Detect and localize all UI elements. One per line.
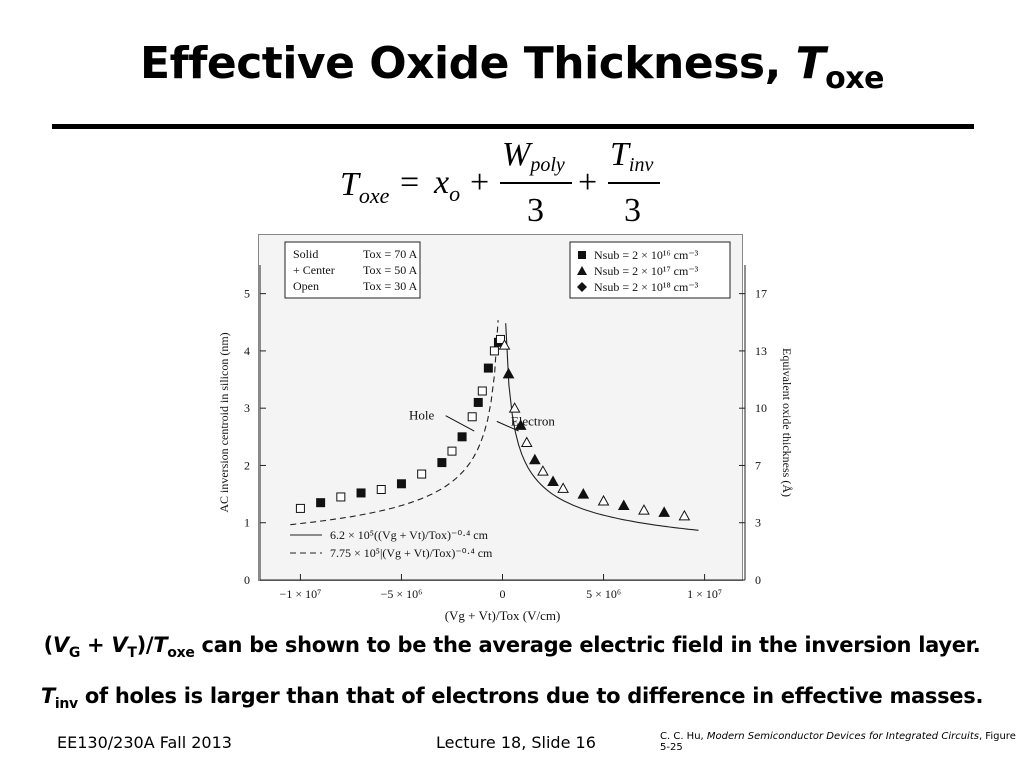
- centroid-chart: −1 × 10⁷ −5 × 10⁶ 0 5 × 10⁶ 1 × 10⁷ 0 1 2 3 4 5 0 3 7…: [217, 241, 794, 623]
- hole-point: [336, 492, 346, 502]
- electron-point: [638, 504, 650, 515]
- electron-point: [528, 453, 541, 465]
- electron-point: [597, 494, 610, 506]
- hole-point: [316, 498, 326, 508]
- hole-point: [477, 386, 487, 396]
- nsub-legend-label: Nsub = 2 × 10¹⁶ cm⁻³: [594, 248, 699, 262]
- y2-tick-label: 7: [755, 458, 761, 472]
- annotation-arrow: [496, 420, 519, 432]
- hole-point: [489, 346, 499, 356]
- y-tick-label: 0: [244, 573, 250, 587]
- eq-lhs: Toxe: [340, 166, 390, 208]
- slide-title: Effective Oxide Thickness, Toxe: [0, 38, 1024, 96]
- y2-axis-label: Equivalent oxide thickness (Å): [780, 348, 794, 497]
- y-tick-label: 5: [244, 287, 250, 301]
- electron-point: [537, 465, 549, 476]
- electron-point: [658, 506, 671, 517]
- y-tick-label: 1: [244, 516, 250, 530]
- electron-point: [617, 499, 630, 511]
- hole-point: [437, 458, 447, 468]
- eq-frac2-numerator: Tinv: [610, 136, 654, 176]
- eq-frac1-bar: [500, 182, 572, 184]
- legend-square-symbol: [578, 251, 586, 259]
- y2-tick-label: 10: [755, 401, 767, 415]
- y-axis-label: AC inversion centroid in silicon (nm): [217, 332, 231, 512]
- x-tick-label: 1 × 10⁷: [687, 587, 722, 601]
- x-tick-label: −1 × 10⁷: [280, 587, 322, 601]
- tox-legend-label: Tox = 70 A: [363, 247, 418, 261]
- nsub-legend-label: Nsub = 2 × 10¹⁸ cm⁻³: [594, 280, 699, 294]
- tox-legend-box: [284, 241, 421, 299]
- footer-course: EE130/230A Fall 2013: [57, 733, 232, 752]
- hole-point: [467, 412, 477, 422]
- hole-point: [396, 479, 406, 489]
- hole-point: [483, 363, 493, 373]
- hole-point: [356, 488, 366, 498]
- hole-point: [295, 503, 305, 513]
- eq-frac1-denominator: 3: [527, 192, 544, 229]
- eq-equals: =: [400, 164, 420, 201]
- electron-point: [514, 419, 527, 430]
- eq-plus-2: +: [578, 164, 598, 201]
- x-tick-label: 5 × 10⁶: [586, 587, 621, 601]
- electron-point: [577, 488, 590, 499]
- tox-legend-marker: + Center: [293, 263, 335, 277]
- title-main-text: Effective Oxide Thickness,: [140, 38, 796, 89]
- electron-point: [508, 402, 521, 413]
- hole-annotation: Hole: [409, 408, 435, 423]
- figure-citation: C. C. Hu, Modern Semiconductor Devices f…: [660, 731, 1016, 753]
- electron-point: [498, 339, 511, 350]
- y2-tick-label: 13: [755, 344, 767, 358]
- electron-annotation: Electron: [511, 413, 556, 428]
- tox-legend-label: Tox = 50 A: [363, 263, 418, 277]
- y2-tick-label: 0: [755, 573, 761, 587]
- nsub-legend-label: Nsub = 2 × 10¹⁷ cm⁻³: [594, 264, 699, 278]
- title-subscript: oxe: [825, 61, 884, 96]
- x-tick-label: 0: [500, 587, 506, 601]
- nsub-legend-box: [569, 241, 731, 299]
- y2-tick-label: 17: [755, 287, 767, 301]
- electron-point: [502, 367, 515, 379]
- hole-point: [376, 485, 386, 495]
- hole-point: [473, 397, 483, 407]
- fit-legend-label: 7.75 × 10⁵|(Vg + Vt)/Tox)⁻⁰·⁴ cm: [330, 546, 493, 560]
- x-tick-label: −5 × 10⁶: [381, 587, 423, 601]
- eq-frac2-bar: [608, 182, 660, 184]
- y-tick-label: 4: [244, 344, 250, 358]
- hole-point: [417, 469, 427, 479]
- legend-diamond-symbol: [577, 282, 587, 292]
- eq-frac2-denominator: 3: [624, 192, 641, 229]
- title-variable: T: [795, 38, 826, 89]
- note-tinv-holes: Tinv of holes is larger than that of ele…: [40, 684, 984, 712]
- y-tick-label: 3: [244, 401, 250, 415]
- electron-point: [678, 509, 691, 521]
- electron-point: [547, 475, 559, 486]
- title-underline: [52, 124, 974, 129]
- footer-slide-number: Lecture 18, Slide 16: [436, 733, 596, 752]
- y2-tick-label: 3: [755, 516, 761, 530]
- legend-triangle-symbol: [577, 266, 587, 275]
- annotation-arrow: [445, 415, 475, 432]
- tox-legend-label: Tox = 30 A: [363, 279, 418, 293]
- electron-point: [520, 436, 533, 448]
- tox-legend-marker: Open: [293, 279, 319, 293]
- eq-frac1-numerator: Wpoly: [502, 136, 565, 176]
- note-electric-field: (VG + VT)/Toxe can be shown to be the av…: [43, 633, 981, 661]
- hole-fit-curve: [290, 320, 499, 526]
- hole-point: [447, 446, 457, 456]
- electron-point: [557, 482, 569, 493]
- eq-term-x: xo: [434, 164, 461, 206]
- tox-legend-marker: Solid: [293, 247, 318, 261]
- fit-legend-label: 6.2 × 10⁵((Vg + Vt)/Tox)⁻⁰·⁴ cm: [330, 528, 489, 542]
- hole-point: [457, 432, 467, 442]
- eq-plus-1: +: [470, 164, 490, 201]
- electron-fit-curve: [505, 323, 699, 531]
- x-axis-label: (Vg + Vt)/Tox (V/cm): [445, 608, 561, 623]
- y-tick-label: 2: [244, 458, 250, 472]
